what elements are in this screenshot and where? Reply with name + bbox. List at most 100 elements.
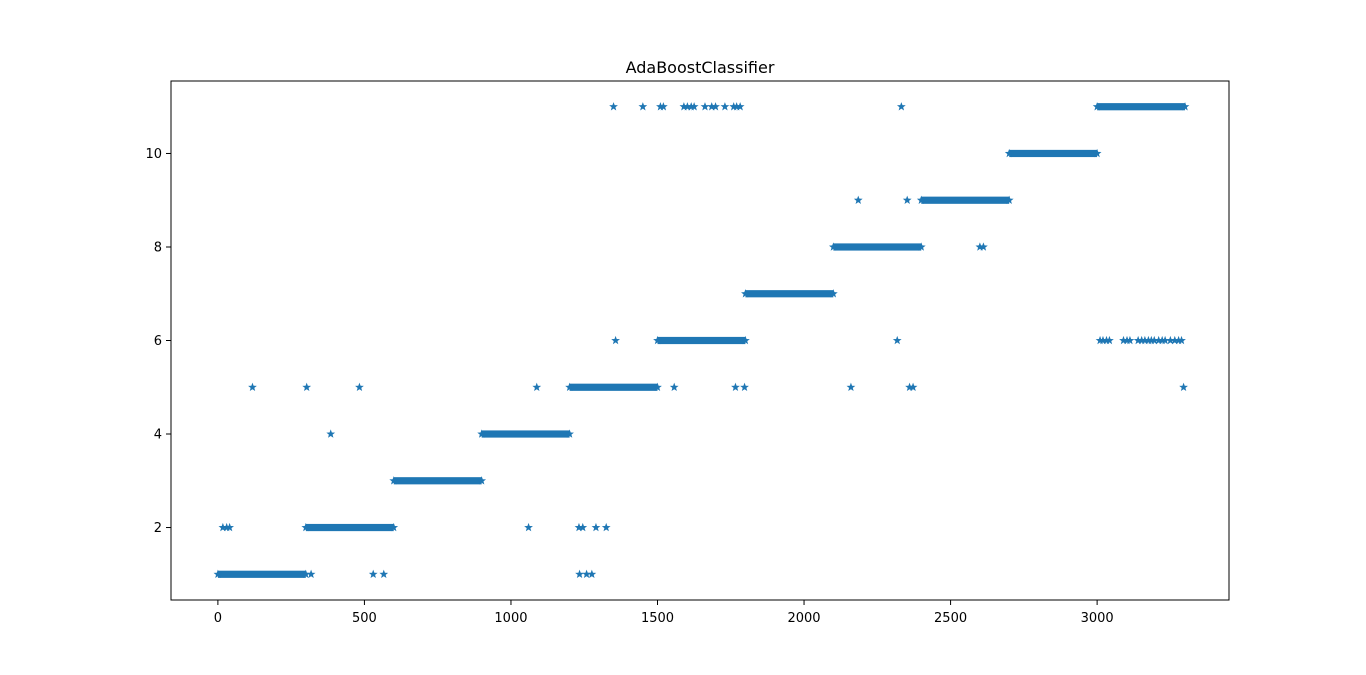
data-point [916, 242, 926, 251]
data-point [1149, 335, 1159, 345]
run-band [657, 336, 746, 345]
data-point [720, 102, 730, 111]
data-point [477, 429, 487, 438]
data-point [896, 102, 906, 111]
data-point [591, 522, 601, 532]
data-point [979, 242, 988, 251]
data-point [1154, 335, 1164, 345]
data-point [735, 102, 745, 111]
run-band [305, 523, 394, 532]
y-tick-label: 2 [154, 521, 162, 536]
data-point [1125, 335, 1135, 345]
data-point [741, 289, 750, 298]
x-tick-label: 500 [352, 611, 377, 626]
run-band [393, 477, 482, 485]
data-point [732, 102, 742, 111]
series-run [828, 242, 926, 251]
run-band [217, 570, 306, 578]
data-point [653, 382, 662, 391]
data-point [609, 102, 618, 111]
data-point [477, 476, 487, 485]
data-point [524, 522, 533, 532]
data-point [326, 429, 336, 438]
data-point [853, 195, 863, 204]
data-point [905, 382, 914, 391]
data-point [700, 102, 710, 111]
series-run [1092, 102, 1190, 111]
run-band [745, 290, 834, 298]
data-point [565, 382, 574, 391]
data-point [741, 335, 750, 345]
data-point [301, 522, 311, 532]
y-tick-label: 6 [154, 334, 162, 349]
data-point [1177, 335, 1186, 345]
data-point [248, 382, 257, 391]
data-point [689, 102, 699, 111]
run-band [1097, 103, 1186, 111]
data-point [975, 242, 985, 251]
data-point [1004, 148, 1014, 158]
data-point [1119, 335, 1128, 345]
data-point [225, 522, 234, 532]
data-point [389, 522, 399, 532]
data-point [828, 242, 838, 251]
series-run [389, 476, 487, 485]
data-point [669, 382, 679, 391]
x-axis-ticks: 0 500 1000 1500 2000 2500 3000 [214, 600, 1114, 626]
x-tick-label: 1500 [641, 611, 674, 626]
data-point [1092, 102, 1102, 111]
data-point [218, 522, 228, 532]
data-point [892, 335, 902, 345]
data-point [1105, 335, 1114, 345]
x-tick-label: 2000 [787, 611, 820, 626]
series-run [741, 289, 838, 298]
x-tick-label: 0 [214, 611, 222, 626]
data-point [828, 289, 838, 298]
data-point [1004, 195, 1014, 204]
x-tick-label: 1000 [494, 611, 527, 626]
data-point [711, 102, 720, 111]
data-point [213, 569, 223, 579]
data-point [565, 429, 574, 438]
data-point [1140, 335, 1150, 345]
data-point [368, 569, 378, 579]
series-run [565, 382, 662, 391]
run-band [481, 430, 570, 438]
data-point [1179, 382, 1188, 391]
data-point [638, 102, 648, 111]
data-point [578, 522, 588, 532]
data-point [1180, 102, 1190, 111]
series-run [301, 522, 399, 532]
data-point [731, 382, 740, 391]
data-point [532, 382, 542, 391]
data-point [683, 102, 692, 111]
series-run [653, 335, 750, 345]
data-point [658, 102, 668, 111]
data-point [653, 335, 662, 345]
data-point [355, 382, 364, 391]
y-tick-label: 8 [154, 240, 162, 255]
series-run [916, 195, 1014, 204]
data-point [1092, 148, 1102, 158]
y-tick-label: 4 [154, 428, 162, 443]
x-tick-label: 2500 [934, 611, 967, 626]
data-point [301, 569, 311, 579]
data-point [916, 195, 926, 204]
run-band [569, 383, 658, 391]
data-point [679, 102, 689, 111]
data-point [908, 382, 918, 391]
data-point [1133, 335, 1143, 345]
data-point [306, 569, 316, 579]
y-tick-label: 10 [145, 147, 162, 162]
run-band [921, 196, 1010, 204]
plot-marks [213, 102, 1190, 579]
data-point [1137, 335, 1147, 345]
series-run [1004, 148, 1102, 158]
data-point [389, 476, 399, 485]
y-axis-ticks: 2 4 6 8 10 [145, 147, 171, 536]
data-point [302, 382, 312, 391]
data-point [575, 569, 584, 579]
series-run [213, 569, 311, 579]
run-band [833, 243, 922, 251]
